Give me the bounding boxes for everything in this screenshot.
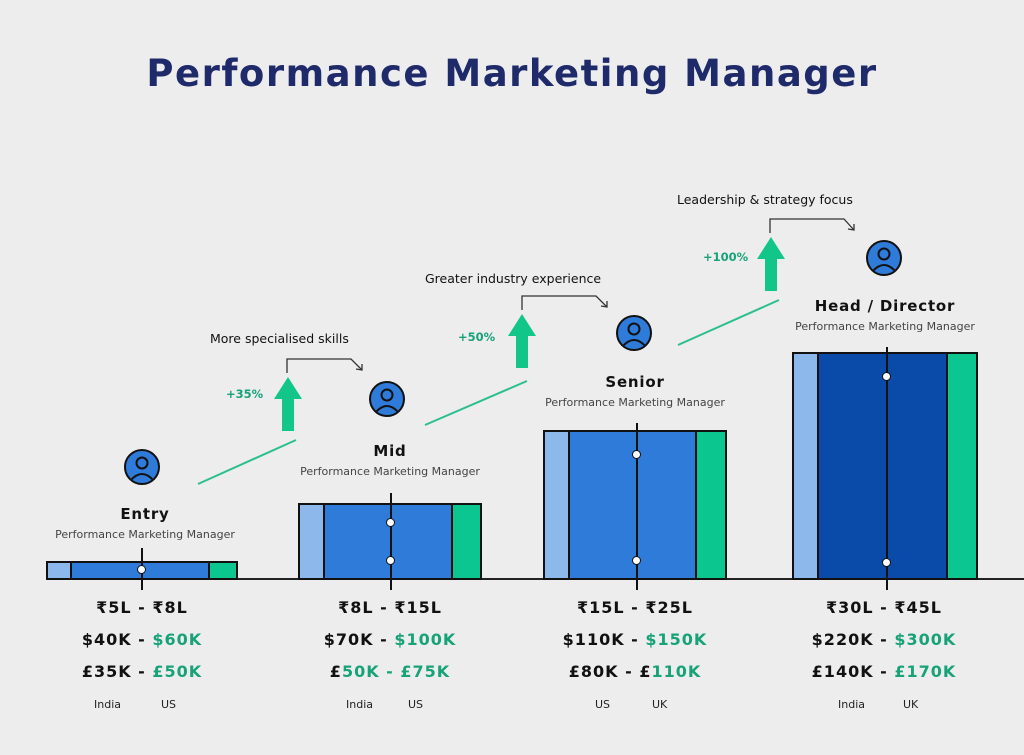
salary-gbp-senior: £80K - £110K xyxy=(535,662,735,681)
salary-usd-mid: $70K - $100K xyxy=(290,630,490,649)
salary-usd-senior: $110K - $150K xyxy=(535,630,735,649)
user-avatar-icon xyxy=(369,381,405,417)
country-label: India xyxy=(838,698,865,711)
range-dot-bottom xyxy=(882,558,891,567)
range-dot xyxy=(137,565,146,574)
level-name-entry: Entry xyxy=(120,505,170,523)
country-label: US xyxy=(595,698,611,711)
growth-percent-1: +35% xyxy=(226,387,264,401)
salary-gbp-entry: £35K - £50K xyxy=(42,662,242,681)
salary-gbp-low: £ xyxy=(329,662,342,681)
salary-usd-low: $110K - xyxy=(562,630,646,649)
user-avatar-icon xyxy=(866,240,902,276)
level-name-head-director: Head / Director xyxy=(814,297,956,315)
page-title: Performance Marketing Manager xyxy=(146,52,878,95)
level-subtitle-entry: Performance Marketing Manager xyxy=(55,528,235,541)
level-subtitle-senior: Performance Marketing Manager xyxy=(545,396,725,409)
up-arrow-icon xyxy=(274,377,302,431)
salary-usd-high: $100K xyxy=(394,630,457,649)
range-marker-mid xyxy=(390,493,392,590)
level-name-mid: Mid xyxy=(373,442,407,460)
salary-gbp-head-director: £140K - £170K xyxy=(784,662,984,681)
salary-usd-entry: $40K - $60K xyxy=(42,630,242,649)
range-dot-top xyxy=(632,450,641,459)
range-marker-head-director xyxy=(886,347,888,590)
salary-bar-mid xyxy=(298,503,482,580)
growth-percent-2: +50% xyxy=(458,330,496,344)
salary-usd-high: $60K xyxy=(152,630,203,649)
user-avatar-icon xyxy=(616,315,652,351)
salary-usd-high: $150K xyxy=(645,630,708,649)
salary-usd-low: $220K - xyxy=(811,630,895,649)
range-dot-top xyxy=(882,372,891,381)
salary-inr-entry: ₹5L - ₹8L xyxy=(96,598,188,617)
growth-percent-3: +100% xyxy=(703,250,749,264)
up-arrow-icon xyxy=(508,314,536,368)
salary-usd-head-director: $220K - $300K xyxy=(784,630,984,649)
salary-usd-low: $70K - xyxy=(323,630,395,649)
range-marker-senior xyxy=(636,423,638,590)
connector-arrow-icon xyxy=(521,295,608,310)
salary-gbp-high: £50K xyxy=(152,662,203,681)
salary-gbp-low: £35K - xyxy=(81,662,153,681)
salary-gbp-high: 50K - £75K xyxy=(341,662,451,681)
country-label: UK xyxy=(652,698,668,711)
country-label: India xyxy=(94,698,121,711)
salary-inr-head-director: ₹30L - ₹45L xyxy=(826,598,942,617)
level-name-senior: Senior xyxy=(605,373,665,391)
range-dot-bottom xyxy=(632,556,641,565)
transition-note-3: Leadership & strategy focus xyxy=(677,192,853,207)
salary-gbp-high: £170K xyxy=(894,662,957,681)
connector-arrow-icon xyxy=(286,358,363,373)
salary-usd-low: $40K - xyxy=(81,630,153,649)
chart-baseline xyxy=(46,578,1024,580)
salary-gbp-low: £80K - £ xyxy=(568,662,652,681)
country-label: US xyxy=(408,698,424,711)
range-dot-top xyxy=(386,518,395,527)
salary-bar-head-director xyxy=(792,352,978,580)
range-dot-bottom xyxy=(386,556,395,565)
salary-gbp-low: £140K - xyxy=(811,662,895,681)
connector-arrow-icon xyxy=(769,218,855,233)
salary-inr-senior: ₹15L - ₹25L xyxy=(577,598,693,617)
salary-inr-mid: ₹8L - ₹15L xyxy=(338,598,442,617)
user-avatar-icon xyxy=(124,449,160,485)
country-label: UK xyxy=(903,698,919,711)
country-label: US xyxy=(161,698,177,711)
salary-usd-high: $300K xyxy=(894,630,957,649)
salary-gbp-high: 110K xyxy=(651,662,702,681)
up-arrow-icon xyxy=(757,237,785,291)
level-subtitle-mid: Performance Marketing Manager xyxy=(300,465,480,478)
country-label: India xyxy=(346,698,373,711)
salary-gbp-mid: £50K - £75K xyxy=(290,662,490,681)
transition-note-1: More specialised skills xyxy=(210,331,349,346)
transition-note-2: Greater industry experience xyxy=(425,271,602,286)
level-subtitle-head-director: Performance Marketing Manager xyxy=(795,320,975,333)
